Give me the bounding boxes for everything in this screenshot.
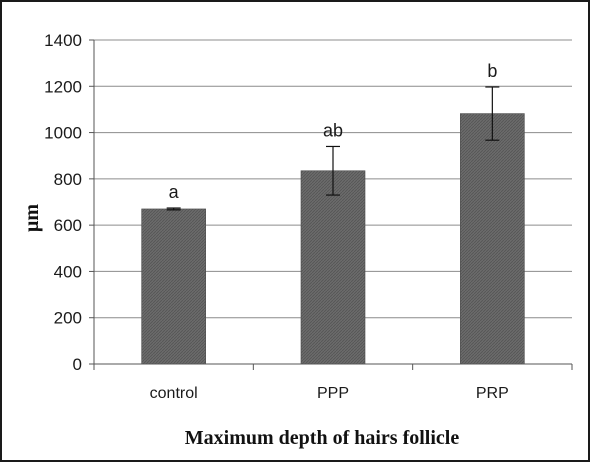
y-tick-label: 0 [73,355,82,374]
y-tick-label: 400 [54,262,82,281]
bars [141,113,525,365]
y-tick-label: 200 [54,309,82,328]
significance-labels: a ab b [169,61,498,202]
y-tick-label: 1000 [44,124,82,143]
x-axis-label: Maximum depth of hairs follicle [185,427,460,449]
y-tick-label: 800 [54,170,82,189]
significance-label: ab [323,120,343,140]
bar-control [141,208,206,365]
y-tick-label: 1400 [44,31,82,50]
y-tick-label: 1200 [44,77,82,96]
significance-label: b [487,61,497,81]
bar-ppp [300,170,366,365]
significance-label: a [169,182,180,202]
y-axis-label: µm [21,204,43,233]
error-bars [166,86,500,211]
x-tick-label: PPP [317,385,349,402]
y-tick-labels: 0 200 400 600 800 1000 1200 1400 [44,31,82,374]
x-tick-label: control [150,385,198,402]
bar-prp [460,113,525,365]
x-tick-label: PRP [476,385,509,402]
axes [93,40,573,370]
y-tick-label: 600 [54,216,82,235]
x-tick-labels: control PPP PRP [150,385,509,402]
